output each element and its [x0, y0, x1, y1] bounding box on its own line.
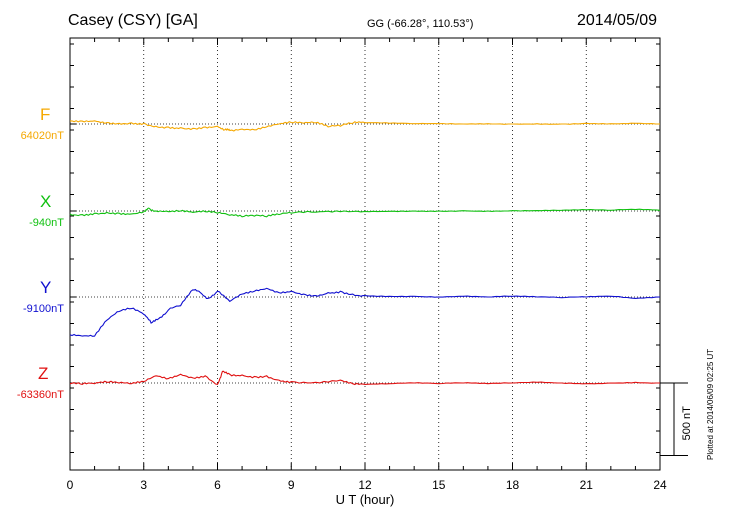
x-tick-label: 18 — [506, 478, 520, 492]
x-tick-label: 21 — [580, 478, 594, 492]
baseline-value-z: -63360nT — [16, 389, 64, 401]
component-label-f: F — [40, 105, 51, 124]
series-line-x — [69, 207, 661, 218]
scale-bar-label: 500 nT — [681, 406, 693, 441]
x-tick-label: 6 — [214, 478, 221, 492]
x-tick-label: 12 — [358, 478, 372, 492]
baseline-value-y: -9100nT — [23, 303, 64, 315]
plotted-timestamp: Plotted at 2014/06/09 02:25 UT — [706, 348, 715, 460]
baseline-value-x: -940nT — [29, 217, 64, 229]
x-tick-label: 3 — [140, 478, 147, 492]
x-axis-label: U T (hour) — [336, 492, 395, 507]
series-line-f — [69, 120, 660, 132]
chart-date: 2014/05/09 — [577, 12, 658, 29]
x-tick-label: 9 — [288, 478, 295, 492]
x-tick-label: 15 — [432, 478, 446, 492]
geographic-coordinates: GG (-66.28°, 110.53°) — [367, 18, 474, 30]
component-label-y: Y — [40, 278, 52, 297]
component-label-x: X — [40, 192, 52, 211]
component-label-z: Z — [38, 364, 49, 383]
x-tick-label: 24 — [653, 478, 667, 492]
station-title: Casey (CSY) [GA] — [68, 12, 198, 29]
baseline-value-f: 64020nT — [20, 130, 64, 142]
series-line-z — [69, 370, 660, 386]
x-tick-label: 0 — [67, 478, 74, 492]
series-line-y — [69, 287, 661, 337]
